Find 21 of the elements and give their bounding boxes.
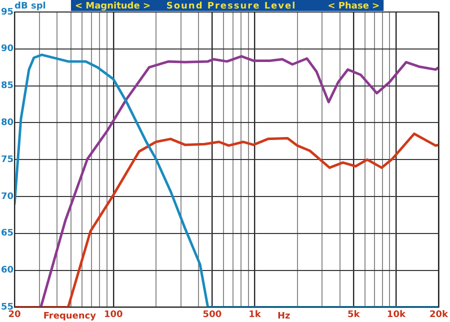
x-tick-label: 10k [386,310,406,320]
x-tick-label: 500 [202,310,222,320]
x-tick-label: 5k [347,310,361,320]
text: Hz [278,312,290,322]
chart-title: Sound Pressure Level [166,1,296,12]
y-tick-label: 60 [0,266,14,276]
x-tick-label: 20 [8,310,21,320]
y-axis-title: dB spl [14,1,46,12]
y-tick-label: 95 [0,7,14,18]
y-tick-label: 85 [0,81,14,92]
x-tick-label: 1k [248,310,262,320]
x-tick-label: 100 [104,310,123,320]
y-tick-label: 70 [0,192,14,202]
text: < Magnitude > [74,1,151,12]
x-axis-title: Frequency [43,312,96,322]
y-tick-label: 75 [0,154,14,165]
y-tick-label: 65 [0,228,14,239]
text: < Phase > [328,1,380,12]
y-tick-label: 90 [0,44,14,54]
x-tick-label: 20k [429,310,450,320]
y-tick-label: 80 [0,118,14,128]
